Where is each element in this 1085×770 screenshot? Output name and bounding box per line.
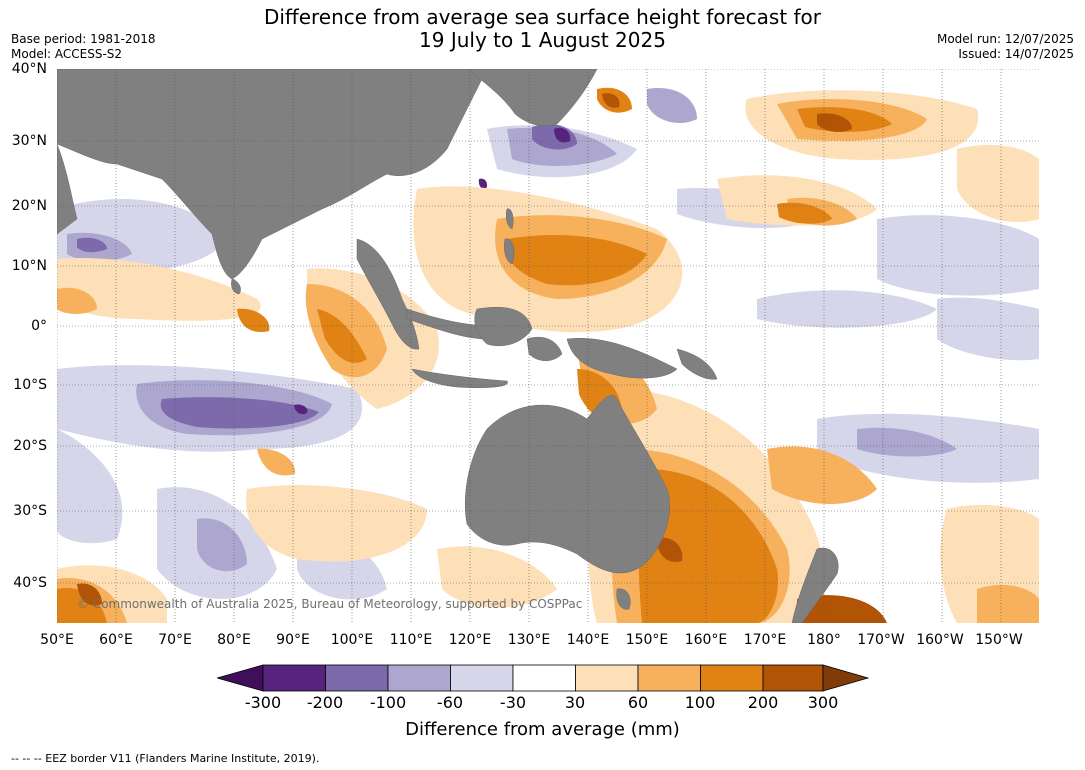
- anomaly-map: © Commonwealth of Australia 2025, Bureau…: [57, 69, 1039, 623]
- colorbar-swatch-2: [325, 664, 389, 692]
- colorbar-swatch-7: [637, 664, 701, 692]
- colorbar-tick-minus-30: -30: [499, 693, 527, 712]
- lat-label-30n: 30°N: [11, 133, 47, 149]
- lon-label-80e: 80°E: [217, 632, 251, 648]
- graticule: [57, 69, 1039, 623]
- lat-label-10s: 10°S: [13, 377, 47, 393]
- lat-label-20n: 20°N: [11, 198, 47, 214]
- lon-label-180: 180°: [807, 632, 841, 648]
- issued-date: Issued: 14/07/2025: [958, 47, 1074, 61]
- colorbar-swatch-8: [700, 664, 764, 692]
- lon-label-140e: 140°E: [566, 632, 610, 648]
- lon-label-70e: 70°E: [158, 632, 192, 648]
- colorbar-swatch-3: [387, 664, 451, 692]
- colorbar-swatch-9: [762, 664, 824, 692]
- lon-label-150w: 150°W: [975, 632, 1023, 648]
- run-info: Model run: 12/07/2025 Issued: 14/07/2025: [937, 32, 1074, 62]
- land-masses: [57, 69, 839, 623]
- colorbar-swatch-1: [262, 664, 326, 692]
- map-title-line-2: 19 July to 1 August 2025: [419, 28, 666, 52]
- lon-label-60e: 60°E: [99, 632, 133, 648]
- model-run: Model run: 12/07/2025: [936, 32, 1074, 46]
- lat-label-40n: 40°N: [11, 61, 47, 77]
- lon-label-100e: 100°E: [330, 632, 374, 648]
- colorbar-tick-60: 60: [627, 693, 649, 712]
- copyright-notice: © Commonwealth of Australia 2025, Bureau…: [77, 597, 583, 611]
- colorbar-tick-minus-200: -200: [306, 693, 344, 712]
- model-name: Model: ACCESS-S2: [11, 47, 123, 61]
- positive-anomaly-very-strong: [77, 93, 887, 623]
- lon-label-130e: 130°E: [507, 632, 551, 648]
- colorbar: [217, 664, 869, 692]
- lon-label-110e: 110°E: [389, 632, 433, 648]
- colorbar-tick-30: 30: [564, 693, 586, 712]
- negative-anomaly-very-strong: [294, 127, 571, 415]
- model-info: Base period: 1981-2018 Model: ACCESS-S2: [11, 32, 156, 62]
- colorbar-swatch-5: [512, 664, 576, 692]
- lon-label-170w: 170°W: [857, 632, 905, 648]
- lon-label-150e: 150°E: [625, 632, 669, 648]
- lon-label-120e: 120°E: [448, 632, 492, 648]
- colorbar-swatch-10: [822, 664, 869, 692]
- lat-label-20s: 20°S: [13, 438, 47, 454]
- base-period: Base period: 1981-2018: [11, 32, 156, 46]
- colorbar-tick-minus-300: -300: [244, 693, 282, 712]
- lon-label-50e: 50°E: [40, 632, 74, 648]
- lon-label-90e: 90°E: [276, 632, 310, 648]
- colorbar-swatch-6: [575, 664, 639, 692]
- map-title-line-1: Difference from average sea surface heig…: [263, 5, 822, 29]
- lat-label-10n: 10°N: [11, 258, 47, 274]
- map-canvas: [57, 69, 1039, 623]
- colorbar-swatch-0: [217, 664, 264, 692]
- colorbar-tick-minus-100: -100: [369, 693, 407, 712]
- colorbar-tick-200: 200: [747, 693, 779, 712]
- eez-footnote: -- -- -- EEZ border V11 (Flanders Marine…: [11, 752, 320, 765]
- lon-label-160e: 160°E: [684, 632, 728, 648]
- lat-label-40s: 40°S: [13, 575, 47, 591]
- colorbar-tick-300: 300: [807, 693, 839, 712]
- lon-label-170e: 170°E: [743, 632, 787, 648]
- colorbar-tick-100: 100: [684, 693, 716, 712]
- colorbar-swatch-4: [450, 664, 514, 692]
- lat-label-equator: 0°: [31, 318, 47, 334]
- colorbar-label: Difference from average (mm): [405, 719, 680, 740]
- colorbar-tick-minus-60: -60: [436, 693, 464, 712]
- lon-label-160w: 160°W: [916, 632, 964, 648]
- lat-label-30s: 30°S: [13, 503, 47, 519]
